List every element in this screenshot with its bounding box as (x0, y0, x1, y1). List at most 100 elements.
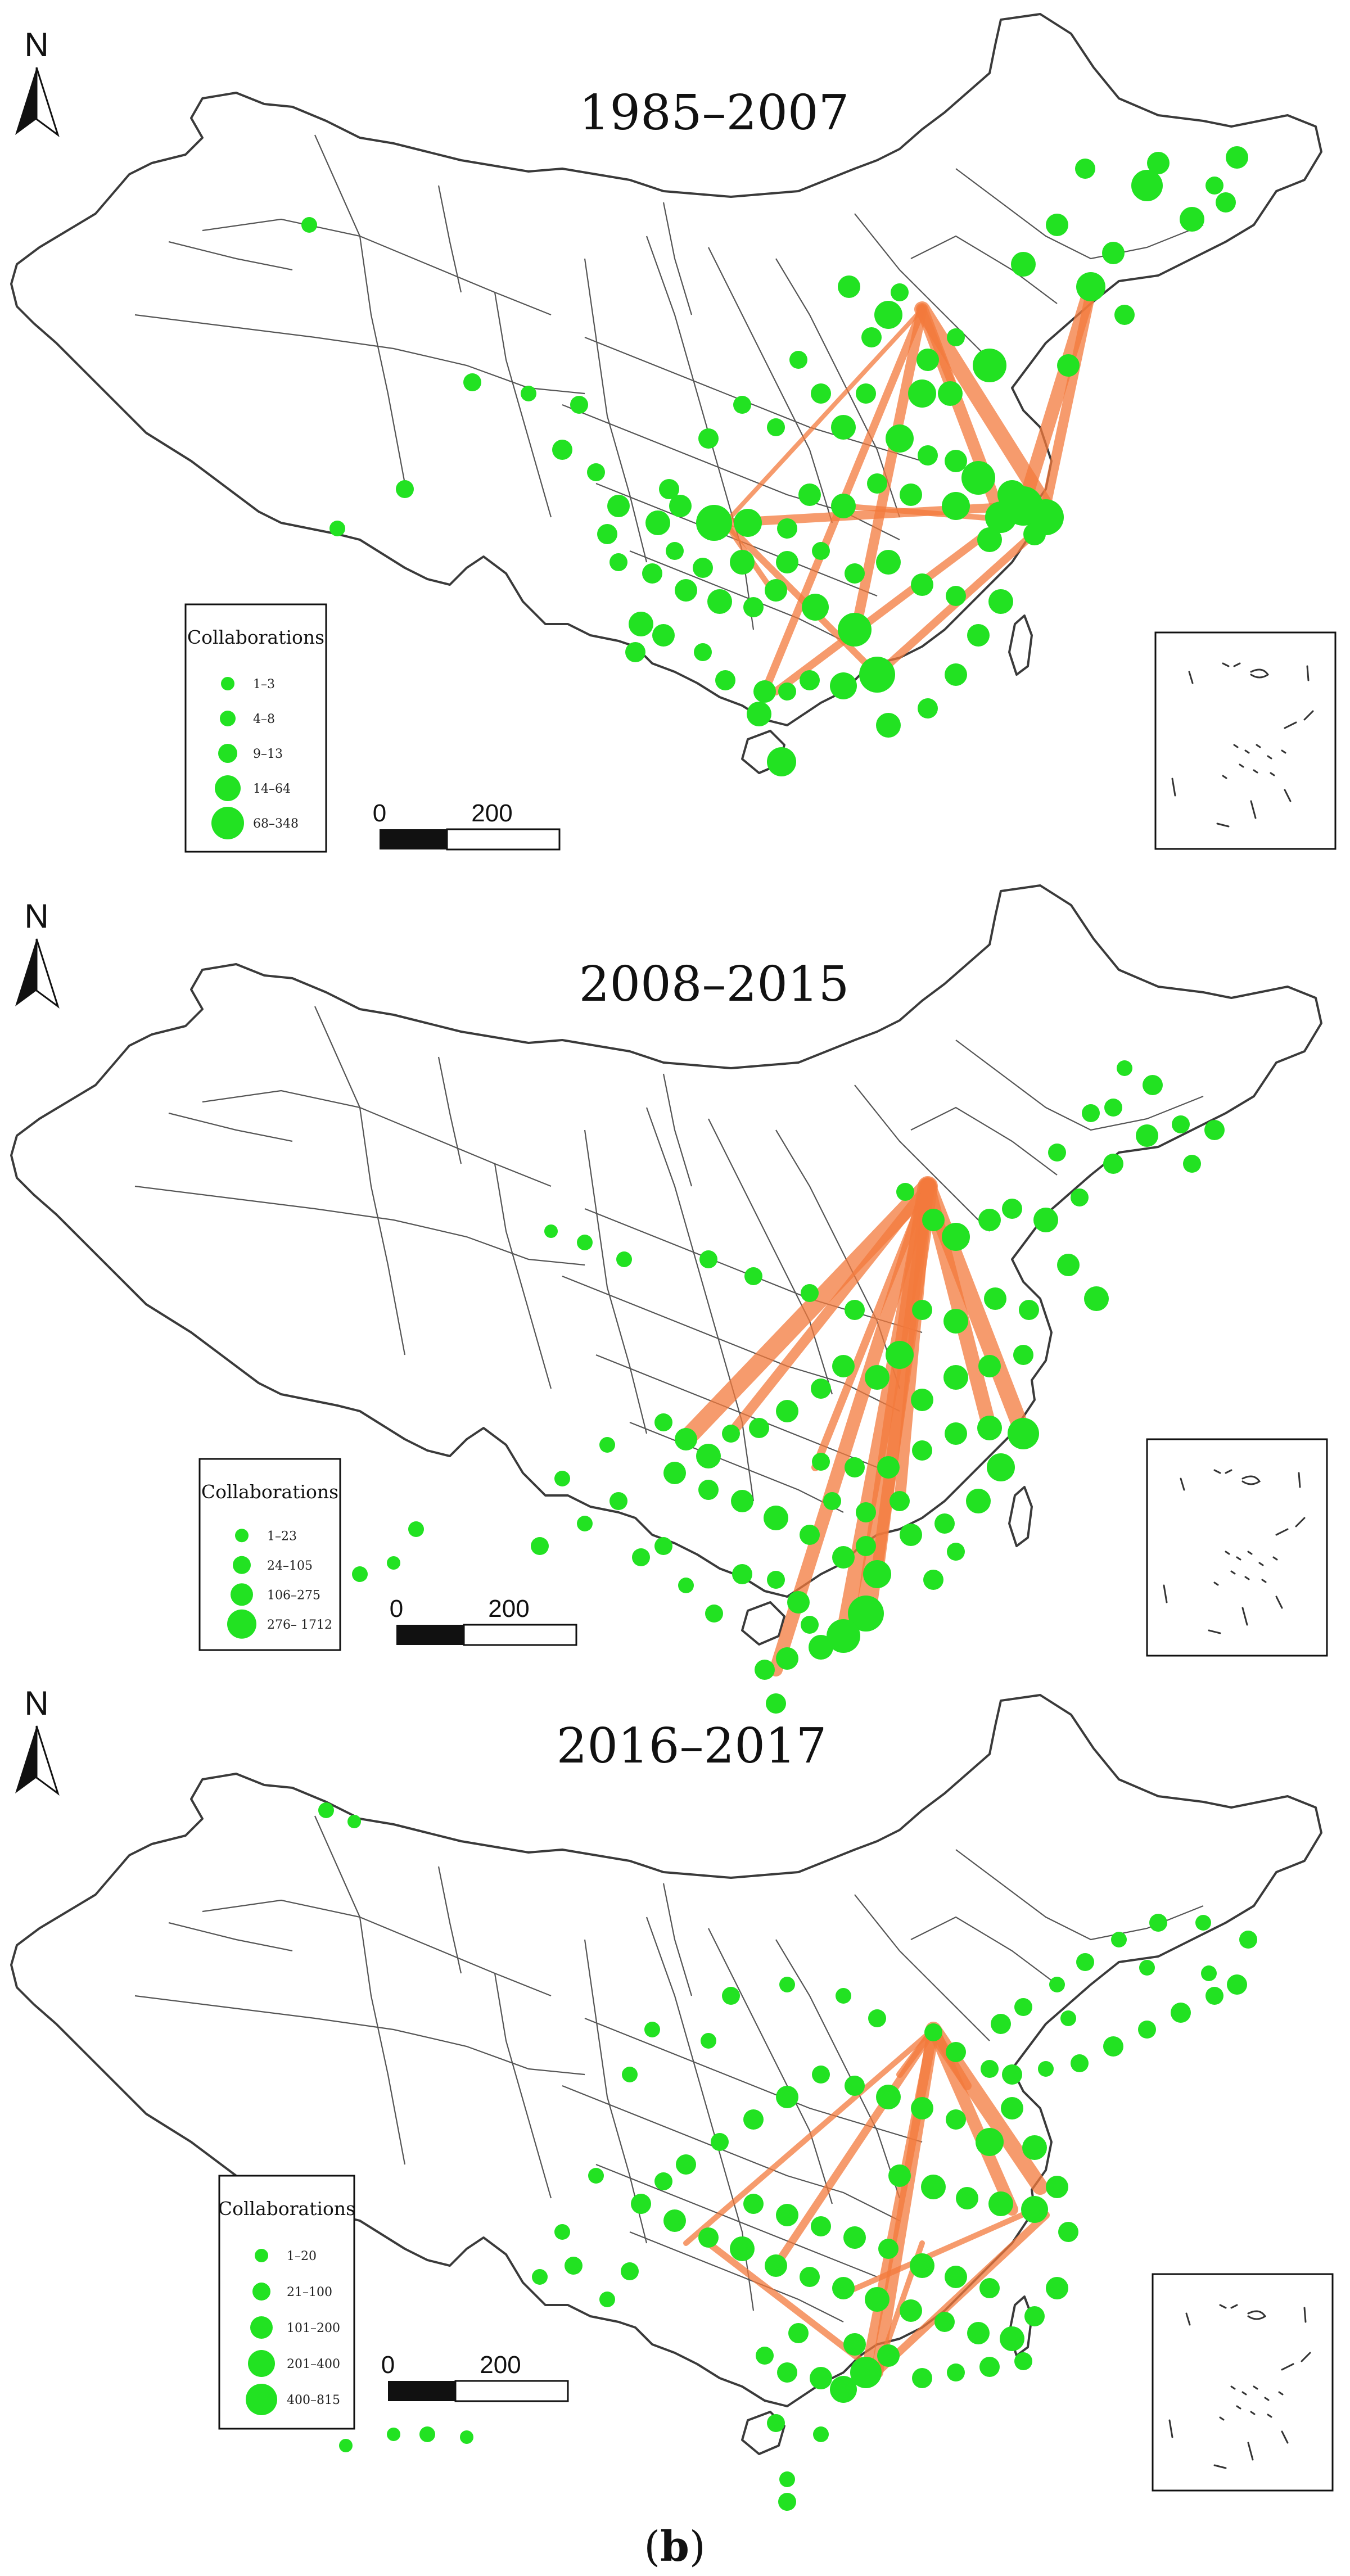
city-node (352, 1566, 368, 1582)
city-node (1076, 272, 1105, 301)
city-node (1048, 1144, 1066, 1162)
city-node (874, 301, 902, 329)
scale-start-label: 0 (381, 2351, 395, 2379)
city-node (1227, 1974, 1247, 1995)
city-node (699, 1250, 717, 1268)
city-node (1111, 1932, 1127, 1947)
city-node (521, 386, 536, 401)
city-node (787, 1591, 810, 1614)
city-node (1204, 1120, 1225, 1140)
north-arrow-dark-half (15, 67, 37, 135)
city-node (1201, 1965, 1217, 1981)
collaboration-flows (677, 1176, 1032, 1676)
legend-frame (184, 603, 327, 853)
city-node (1139, 1960, 1155, 1976)
legend-swatch (250, 2316, 273, 2339)
scale-bar-light-segment (454, 2380, 569, 2402)
city-node (811, 383, 831, 404)
city-node (877, 2344, 900, 2367)
city-node (1195, 1915, 1211, 1931)
city-node (1076, 1953, 1094, 1971)
city-node (843, 2226, 866, 2249)
city-node (744, 1267, 762, 1285)
city-node (896, 1183, 914, 1201)
inset-island-mark (1222, 662, 1241, 667)
north-arrow-label: N (24, 1684, 48, 1722)
south-china-sea-inset (1152, 2273, 1334, 2492)
city-node (621, 2262, 639, 2280)
city-node (1071, 1188, 1089, 1206)
city-node (859, 657, 895, 693)
city-node (675, 579, 697, 602)
city-node (946, 2109, 966, 2130)
city-node (625, 642, 645, 662)
city-node (329, 521, 345, 536)
city-node (988, 589, 1013, 614)
city-node (731, 1490, 753, 1512)
city-node (743, 2194, 764, 2214)
inset-island-mark (1216, 822, 1230, 828)
city-node (577, 1235, 593, 1250)
city-node (843, 2333, 866, 2356)
inset-island-mark (1219, 2304, 1238, 2309)
legend-class-label: 21–100 (287, 2285, 332, 2299)
city-node (532, 2269, 548, 2285)
city-node (1046, 2176, 1068, 2198)
city-node (1183, 1155, 1201, 1173)
panel-title: 2008–2015 (579, 956, 850, 1013)
city-node (981, 2060, 999, 2078)
city-node (956, 2187, 978, 2209)
legend-class-label: 9–13 (253, 747, 283, 761)
city-node (698, 2227, 719, 2248)
city-node (776, 2086, 798, 2108)
city-node (900, 1524, 922, 1546)
city-node (777, 2362, 797, 2383)
city-node (743, 597, 764, 617)
city-node (1149, 1914, 1167, 1932)
city-node (911, 573, 933, 596)
inset-island-mark (1213, 1469, 1232, 1474)
north-arrow-label: N (24, 897, 48, 935)
city-node (946, 586, 966, 606)
collaboration-flow-line (811, 1182, 932, 1471)
city-node (767, 418, 785, 436)
city-node (622, 2067, 638, 2082)
city-node (663, 2209, 686, 2232)
city-node (912, 1440, 932, 1461)
city-node (654, 2172, 672, 2190)
city-node (845, 2076, 865, 2096)
city-node (876, 2085, 901, 2109)
inset-island-mark (1250, 668, 1270, 679)
city-node (631, 2194, 651, 2214)
inset-island-mark (1250, 800, 1257, 819)
legend-swatch (252, 2283, 270, 2301)
city-node (587, 463, 605, 481)
city-node (1019, 1300, 1039, 1320)
inset-island-mark (1284, 789, 1292, 802)
city-node (565, 2257, 583, 2275)
city-node (845, 1300, 865, 1320)
north-arrow-icon: N (15, 1684, 60, 1796)
city-node (812, 1453, 830, 1471)
city-node (1038, 2061, 1054, 2077)
collaboration-nodes (301, 146, 1248, 776)
city-node (1117, 1060, 1132, 1076)
inset-island-mark (1298, 1472, 1301, 1488)
city-node (831, 494, 856, 518)
city-node (531, 1537, 549, 1555)
collaboration-flow-line (914, 301, 1054, 514)
city-node (730, 550, 755, 575)
city-node (934, 1513, 955, 1534)
scale-end-label: 200 (488, 1595, 529, 1623)
taiwan-island (1008, 1486, 1033, 1547)
city-node (1014, 2352, 1032, 2370)
city-node (832, 1355, 855, 1377)
city-node (908, 379, 936, 408)
city-node (831, 415, 856, 440)
city-node (984, 1287, 1006, 1310)
south-china-sea-inset (1154, 631, 1337, 850)
city-node (734, 509, 762, 537)
city-node (912, 1300, 932, 1320)
south-china-sea-inset (1146, 1438, 1328, 1657)
